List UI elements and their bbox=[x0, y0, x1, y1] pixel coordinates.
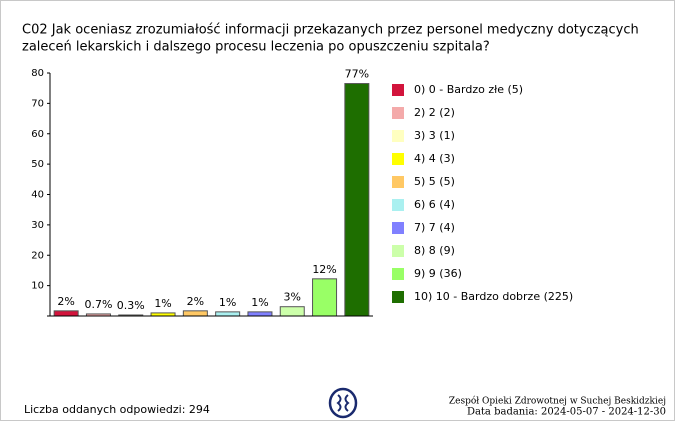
legend-label: 8) 8 (9) bbox=[414, 244, 455, 257]
legend-swatch bbox=[392, 291, 404, 303]
chart-title: zaleceń lekarskich i dalszego procesu le… bbox=[22, 40, 490, 55]
legend-label: 3) 3 (1) bbox=[414, 129, 455, 142]
value-label: 3% bbox=[284, 291, 301, 304]
legend-swatch bbox=[392, 107, 404, 119]
y-tick-label: 10 bbox=[31, 281, 44, 292]
legend-label: 5) 5 (5) bbox=[414, 175, 455, 188]
legend-swatch bbox=[392, 130, 404, 142]
y-tick-label: 80 bbox=[31, 68, 44, 79]
y-tick-label: 60 bbox=[31, 129, 44, 140]
legend-swatch bbox=[392, 176, 404, 188]
bar bbox=[344, 83, 370, 317]
legend-label: 0) 0 - Bardzo złe (5) bbox=[414, 83, 523, 96]
y-tick-label: 50 bbox=[31, 159, 44, 170]
survey-date: Data badania: 2024-05-07 - 2024-12-30 bbox=[467, 407, 666, 418]
legend-label: 6) 6 (4) bbox=[414, 198, 455, 211]
legend-swatch bbox=[392, 222, 404, 234]
value-label: 0.7% bbox=[84, 298, 112, 311]
value-label: 1% bbox=[154, 297, 171, 310]
legend-label: 10) 10 - Bardzo dobrze (225) bbox=[414, 290, 573, 303]
y-tick-label: 30 bbox=[31, 220, 44, 231]
legend-swatch bbox=[392, 268, 404, 280]
bar bbox=[247, 311, 273, 317]
bar bbox=[53, 310, 79, 317]
bar bbox=[312, 278, 338, 317]
legend-swatch bbox=[392, 84, 404, 96]
logo bbox=[328, 387, 358, 419]
response-count: Liczba oddanych odpowiedzi: 294 bbox=[24, 403, 210, 416]
y-tick-label: 40 bbox=[31, 190, 44, 201]
bar bbox=[182, 310, 208, 317]
legend-label: 2) 2 (2) bbox=[414, 106, 455, 119]
legend-swatch bbox=[392, 245, 404, 257]
organization: Zespół Opieki Zdrowotnej w Suchej Beskid… bbox=[449, 396, 666, 407]
value-label: 12% bbox=[312, 263, 336, 276]
legend-label: 7) 7 (4) bbox=[414, 221, 455, 234]
value-label: 2% bbox=[57, 295, 74, 308]
legend-swatch bbox=[392, 199, 404, 211]
value-label: 77% bbox=[345, 68, 369, 81]
legend-swatch bbox=[392, 153, 404, 165]
bar bbox=[279, 306, 305, 317]
legend-label: 4) 4 (3) bbox=[414, 152, 455, 165]
chart-title: C02 Jak oceniasz zrozumiałość informacji… bbox=[22, 23, 639, 38]
value-label: 1% bbox=[219, 296, 236, 309]
value-label: 1% bbox=[251, 296, 268, 309]
value-label: 0.3% bbox=[117, 299, 145, 312]
legend-label: 9) 9 (36) bbox=[414, 267, 462, 280]
value-label: 2% bbox=[187, 295, 204, 308]
y-tick-label: 20 bbox=[31, 250, 44, 261]
bar bbox=[215, 311, 241, 317]
y-tick-label: 70 bbox=[31, 98, 44, 109]
